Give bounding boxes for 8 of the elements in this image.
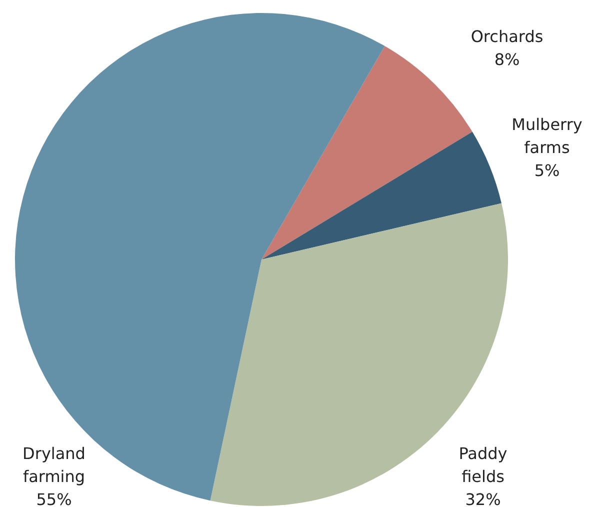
data-label: 55% xyxy=(36,490,72,507)
slice-label: Orchards xyxy=(470,27,544,46)
slice-label: Dryland farming xyxy=(22,444,86,486)
slice-label: Paddy fields xyxy=(458,444,508,486)
data-label: 8% xyxy=(494,50,520,70)
slice-label: Mulberry farms xyxy=(512,115,582,158)
data-label: 32% xyxy=(465,490,501,507)
data-label: 5% xyxy=(534,161,560,180)
